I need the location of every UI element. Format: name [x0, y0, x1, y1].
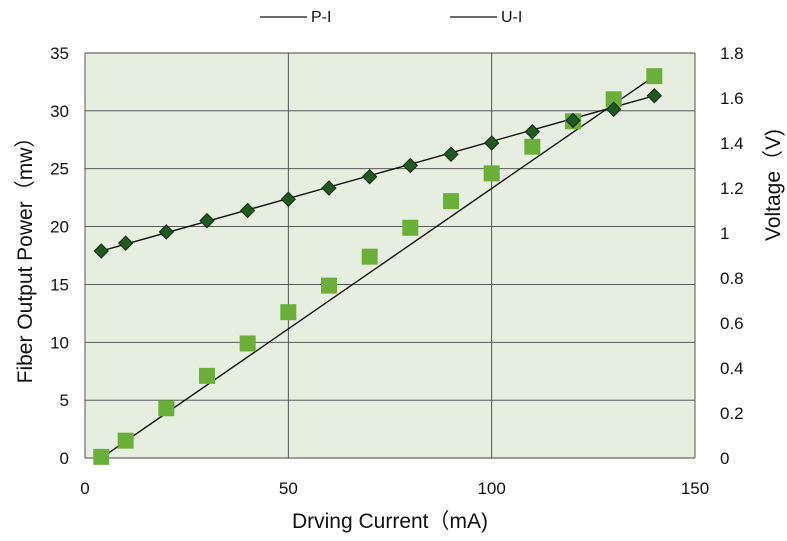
x-tick-label: 50 — [279, 479, 298, 498]
data-point-p-i — [158, 400, 175, 417]
data-point-p-i — [524, 138, 541, 155]
data-point-p-i — [402, 219, 419, 236]
y-left-tick-label: 0 — [60, 449, 69, 468]
data-point-p-i — [93, 448, 110, 465]
y-right-tick-label: 0 — [720, 449, 729, 468]
y-left-tick-label: 30 — [50, 102, 69, 121]
data-point-p-i — [199, 367, 215, 384]
grid — [84, 52, 696, 459]
data-point-u-i — [117, 235, 134, 251]
y-right-tick-label: 1.8 — [720, 44, 744, 63]
data-point-u-i — [239, 202, 256, 219]
y-right-tick-label: 0.4 — [720, 359, 744, 378]
data-markers — [93, 68, 663, 465]
y-right-tick-label: 0.6 — [720, 314, 744, 333]
data-point-p-i — [117, 432, 134, 449]
right-y-axis-title: Voltage（V) — [762, 129, 785, 241]
data-point-p-i — [321, 277, 337, 294]
data-point-u-i — [361, 169, 378, 185]
x-tick-label: 0 — [80, 479, 89, 498]
y-left-tick-label: 10 — [50, 333, 69, 352]
y-right-tick-label: 1.6 — [720, 89, 744, 108]
y-right-tick-label: 1.2 — [720, 179, 744, 198]
data-point-p-i — [280, 304, 297, 321]
data-point-u-i — [199, 212, 215, 229]
fit-lines — [100, 75, 655, 459]
legend-label-p-i: P-I — [311, 9, 331, 26]
tick-labels: 0 5 10 15 20 25 30 35 0 50 100 150 0 0.2 0.4 0.6 0.8 1 1.2… — [50, 44, 744, 498]
data-point-u-i — [483, 135, 500, 151]
data-point-p-i — [646, 68, 663, 85]
plot-area — [85, 53, 695, 458]
y-right-tick-label: 0.2 — [720, 404, 744, 423]
y-left-tick-label: 35 — [50, 44, 69, 63]
y-left-tick-label: 20 — [50, 218, 69, 237]
data-point-u-i — [280, 191, 297, 207]
y-left-tick-label: 5 — [60, 391, 69, 410]
data-point-u-i — [158, 224, 175, 240]
data-point-p-i — [483, 165, 500, 182]
data-point-u-i — [524, 124, 541, 140]
legend: P-I U-I — [260, 9, 522, 26]
legend-label-u-i: U-I — [501, 9, 522, 26]
data-point-p-i — [605, 91, 622, 108]
data-point-p-i — [239, 335, 256, 352]
y-left-tick-label: 25 — [50, 160, 69, 179]
y-right-tick-label: 0.8 — [720, 269, 744, 288]
y-left-tick-label: 15 — [50, 275, 69, 294]
data-point-p-i — [443, 193, 459, 210]
y-right-tick-label: 1.4 — [720, 134, 744, 153]
data-point-p-i — [361, 248, 378, 265]
x-axis-title: Drving Current（mA) — [292, 510, 488, 533]
data-point-u-i — [402, 157, 419, 174]
data-point-u-i — [321, 180, 337, 196]
data-point-u-i — [565, 112, 581, 129]
y-right-tick-label: 1 — [720, 224, 729, 243]
fit-line-u-i — [101, 95, 655, 252]
x-tick-label: 150 — [681, 479, 709, 498]
data-point-u-i — [646, 88, 663, 104]
left-y-axis-title: Fiber Output Power（mw） — [14, 127, 37, 384]
data-point-u-i — [605, 101, 622, 117]
x-tick-label: 100 — [477, 479, 505, 498]
data-point-u-i — [443, 146, 459, 162]
data-point-u-i — [93, 243, 109, 259]
fit-line-p-i — [100, 75, 655, 459]
